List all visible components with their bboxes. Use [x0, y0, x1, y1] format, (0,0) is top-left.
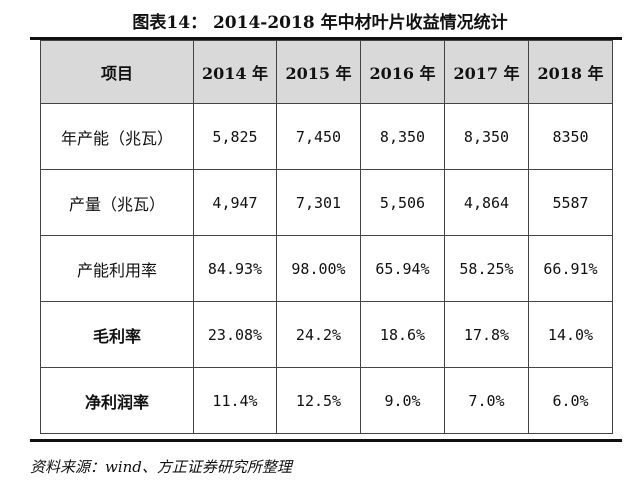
- table-cell: 6.0%: [528, 367, 613, 434]
- table-cell: 产能利用率: [40, 235, 194, 302]
- table-cell: 17.8%: [444, 301, 529, 368]
- table-cell: 65.94%: [360, 235, 445, 302]
- table-cell: 7.0%: [444, 367, 529, 434]
- table-cell: 66.91%: [528, 235, 613, 302]
- table-cell: 11.4%: [193, 367, 277, 434]
- table-row: 毛利率 23.08% 24.2% 18.6% 17.8% 14.0%: [40, 301, 613, 368]
- table-cell: 2018 年: [528, 40, 613, 104]
- table-cell: 项目: [40, 40, 194, 104]
- table-row: 年产能（兆瓦） 5,825 7,450 8,350 8,350 8350: [40, 103, 613, 170]
- table-cell: 4,947: [193, 169, 277, 236]
- table-cell: 年产能（兆瓦）: [40, 103, 194, 170]
- table-cell: 14.0%: [528, 301, 613, 368]
- title: 图表14： 2014-2018 年中材叶片收益情况统计: [132, 13, 508, 33]
- table-cell: 净利润率: [40, 367, 194, 434]
- table-row: 项目 2014 年 2015 年 2016 年 2017 年 2018 年: [40, 40, 613, 104]
- table-cell: 4,864: [444, 169, 529, 236]
- table-cell: 58.25%: [444, 235, 529, 302]
- source: 资料来源：wind、方正证券研究所整理: [30, 458, 292, 476]
- table-cell: 7,450: [276, 103, 361, 170]
- table-cell: 产量（兆瓦）: [40, 169, 194, 236]
- table-cell: 2014 年: [193, 40, 277, 104]
- table-cell: 9.0%: [360, 367, 445, 434]
- table-cell: 23.08%: [193, 301, 277, 368]
- table-cell: 7,301: [276, 169, 361, 236]
- table: 项目 2014 年 2015 年 2016 年 2017 年 2018 年年产能（兆瓦） 5…: [40, 40, 613, 434]
- table-row: 产量（兆瓦） 4,947 7,301 5,506 4,864 5587: [40, 169, 613, 236]
- table-cell: 毛利率: [40, 301, 194, 368]
- table-cell: 5587: [528, 169, 613, 236]
- table-cell: 98.00%: [276, 235, 361, 302]
- table-cell: 2017 年: [444, 40, 529, 104]
- rule: [30, 37, 622, 40]
- rule: [30, 439, 622, 442]
- table-row: 净利润率 11.4% 12.5% 9.0% 7.0% 6.0%: [40, 367, 613, 434]
- table-cell: 8,350: [360, 103, 445, 170]
- table-cell: 24.2%: [276, 301, 361, 368]
- table-row: 产能利用率 84.93% 98.00% 65.94% 58.25% 66.91%: [40, 235, 613, 302]
- table-cell: 8350: [528, 103, 613, 170]
- table-cell: 84.93%: [193, 235, 277, 302]
- table-cell: 5,506: [360, 169, 445, 236]
- table-cell: 12.5%: [276, 367, 361, 434]
- table-cell: 2016 年: [360, 40, 445, 104]
- table-cell: 8,350: [444, 103, 529, 170]
- table-cell: 18.6%: [360, 301, 445, 368]
- table-cell: 2015 年: [276, 40, 361, 104]
- table-cell: 5,825: [193, 103, 277, 170]
